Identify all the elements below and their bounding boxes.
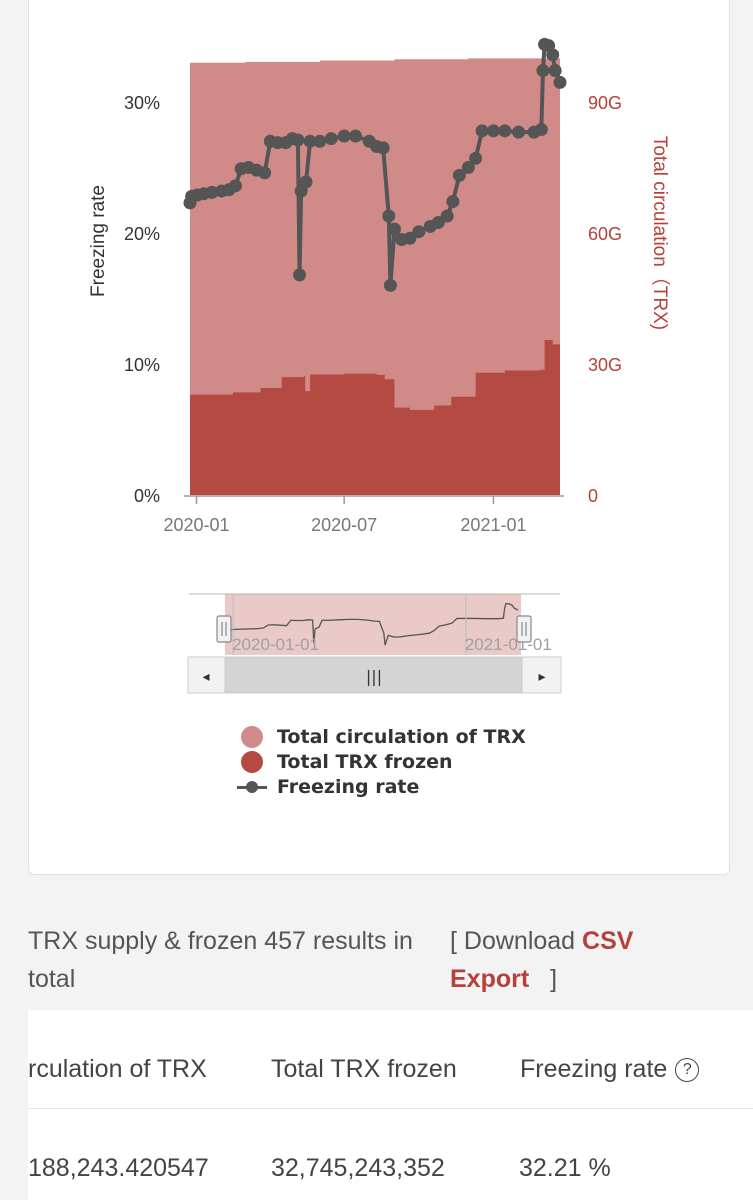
x-tick-label: 2020-07: [311, 515, 377, 535]
area-total-trx-frozen: [190, 339, 560, 495]
freezing-rate-point: [536, 64, 550, 78]
help-icon[interactable]: ?: [675, 1058, 700, 1083]
table-row: 188,243.420547 32,745,243,352 32.21 %: [28, 1109, 753, 1200]
cell-frozen: 32,745,243,352: [271, 1154, 445, 1182]
freezing-rate-point: [299, 175, 313, 189]
freezing-rate-point: [291, 133, 305, 147]
results-count-text: TRX supply & frozen 457 results in total: [28, 927, 413, 993]
legend-swatch-circulation: [241, 725, 263, 748]
freezing-rate-point: [546, 48, 560, 62]
freezing-rate-point: [258, 166, 272, 180]
zoom-navigator-bg: [189, 594, 560, 655]
csv-export-link[interactable]: CSV Export: [450, 927, 633, 993]
freezing-rate-point: [452, 168, 466, 182]
chart-svg: 0% 10% 20% 30% 0 30G 60G 90G Freezing rate Total …: [88, 37, 671, 694]
data-table: rculation of TRX Total TRX frozen Freezi…: [28, 1010, 753, 1200]
scroll-right-arrow-icon[interactable]: ▸: [538, 669, 545, 685]
scrollbar-grip-icon: |||: [366, 667, 382, 686]
zoom-date-label: 2020-01-01: [232, 635, 319, 654]
freezing-rate-point: [534, 123, 548, 137]
zoom-handle-right[interactable]: [516, 615, 532, 643]
scroll-left-arrow-icon[interactable]: ◂: [202, 669, 209, 685]
freezing-rate-point: [313, 134, 327, 148]
x-tick-label: 2021-01: [460, 515, 526, 535]
y-right-axis-label: Total circulation（TRX): [649, 136, 671, 330]
cell-circulation: 188,243.420547: [28, 1154, 209, 1182]
header-frozen[interactable]: Total TRX frozen: [271, 1055, 457, 1083]
download-csv-group: [ Download CSV Export ]: [450, 922, 710, 998]
y-left-axis-label: Freezing rate: [88, 185, 109, 297]
zoom-date-label: 2021-01-01: [465, 635, 552, 654]
freezing-rate-point: [475, 124, 489, 138]
scrollbar-thumb[interactable]: [224, 657, 523, 693]
cell-freezing-rate: 32.21 %: [519, 1154, 611, 1182]
legend-label-circulation: Total circulation of TRX: [277, 725, 526, 748]
header-freezing-rate-label: Freezing rate: [520, 1055, 668, 1083]
export-label: Export: [450, 965, 530, 993]
freezing-rate-point: [498, 124, 512, 138]
y-right-tick-label: 30G: [588, 355, 622, 375]
freezing-rate-point: [205, 185, 219, 199]
bracket-open: [: [450, 927, 457, 955]
freezing-rate-point: [324, 132, 338, 146]
chart-legend: Total circulation of TRX Total TRX froze…: [237, 724, 526, 799]
download-label: Download: [463, 927, 576, 955]
y-right-tick-label: 90G: [588, 93, 622, 113]
table-header-row: rculation of TRX Total TRX frozen Freezi…: [28, 1010, 753, 1109]
chart-card: 0% 10% 20% 30% 0 30G 60G 90G Freezing rate Total …: [28, 0, 730, 875]
freezing-rate-point: [403, 231, 417, 245]
legend-label-frozen: Total TRX frozen: [277, 750, 453, 773]
legend-item-circulation[interactable]: Total circulation of TRX: [241, 724, 526, 749]
freezing-rate-point: [337, 129, 351, 143]
freezing-rate-point: [412, 225, 426, 239]
freezing-rate-point: [512, 125, 526, 139]
freezing-rate-point: [446, 195, 460, 209]
y-left-tick-label: 20%: [124, 224, 160, 244]
freezing-rate-point: [548, 64, 562, 78]
legend-swatch-frozen: [241, 750, 263, 773]
y-left-tick-label: 30%: [124, 93, 160, 113]
y-left-tick-label: 10%: [124, 355, 160, 375]
zoom-handle-box: [516, 615, 532, 643]
x-tick-label: 2020-01: [163, 515, 229, 535]
legend-line-marker-icon: [237, 776, 267, 798]
freezing-rate-point: [228, 179, 242, 193]
freezing-rate-point: [461, 161, 475, 174]
freezing-rate-point: [387, 222, 401, 236]
freezing-rate-point: [383, 278, 397, 292]
y-right-tick-label: 0: [588, 486, 598, 506]
freezing-rate-point: [431, 216, 445, 230]
freezing-rate-point: [303, 134, 317, 148]
legend-item-freezing-rate[interactable]: Freezing rate: [237, 774, 526, 799]
freezing-rate-point: [553, 75, 567, 89]
freezing-rate-point: [376, 141, 390, 155]
freezing-rate-point: [469, 151, 483, 165]
header-circulation[interactable]: rculation of TRX: [28, 1055, 207, 1083]
freezing-rate-point: [440, 209, 454, 223]
legend-label-freezing-rate: Freezing rate: [277, 775, 420, 798]
header-freezing-rate[interactable]: Freezing rate?: [520, 1010, 700, 1108]
freezing-rate-point: [486, 124, 500, 138]
y-left-tick-label: 0%: [134, 486, 160, 506]
legend-item-frozen[interactable]: Total TRX frozen: [241, 749, 526, 774]
zoom-handle-left[interactable]: [216, 615, 232, 643]
y-right-tick-label: 60G: [588, 224, 622, 244]
freezing-rate-point: [349, 129, 363, 143]
freezing-rate-point: [293, 268, 307, 282]
zoom-handle-box: [216, 615, 232, 643]
zoom-mini-line: [227, 602, 519, 646]
csv-label: CSV: [582, 927, 634, 955]
bracket-close: ]: [550, 965, 558, 993]
freezing-rate-point: [382, 209, 396, 223]
